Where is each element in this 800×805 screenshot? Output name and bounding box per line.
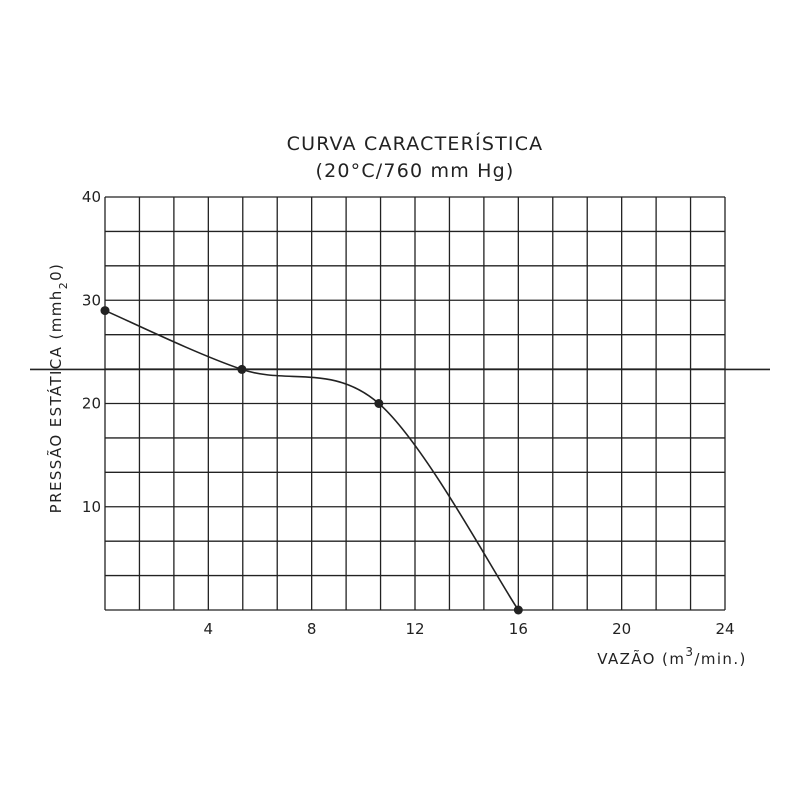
y-axis-label: PRESSÃO ESTÁTICA (mmh20) <box>46 263 70 514</box>
x-tick-label: 12 <box>405 620 424 638</box>
y-tick-label: 30 <box>82 291 101 309</box>
data-point <box>374 399 384 408</box>
data-point <box>513 605 523 615</box>
data-point <box>237 364 247 374</box>
x-tick-label: 16 <box>509 620 528 638</box>
y-axis-label-suffix: 0) <box>47 263 65 281</box>
x-axis-label: VAZÃO (m3/min.) <box>597 645 747 668</box>
y-axis-label-text: PRESSÃO ESTÁTICA (mmh <box>46 289 65 513</box>
chart-subtitle: (20°C/760 mm Hg) <box>315 160 514 182</box>
x-tick-label: 24 <box>715 620 734 638</box>
tick-labels: 4 8 12 16 20 24 10 20 30 40 <box>82 188 735 638</box>
x-tick-label: 4 <box>204 620 214 638</box>
y-tick-label: 20 <box>82 395 101 413</box>
y-tick-label: 40 <box>82 188 101 206</box>
chart-title: CURVA CARACTERÍSTICA <box>287 132 544 155</box>
series-line <box>104 309 519 611</box>
series-layer <box>100 306 523 615</box>
x-tick-label: 8 <box>307 620 317 638</box>
data-point <box>100 306 110 316</box>
x-axis-label-sup: 3 <box>685 645 694 659</box>
x-axis-label-suffix: /min.) <box>694 650 746 668</box>
y-tick-label: 10 <box>82 498 101 516</box>
y-axis-label-sub: 2 <box>57 281 70 289</box>
grid <box>30 196 770 611</box>
x-tick-label: 20 <box>612 620 631 638</box>
x-axis-label-text: VAZÃO (m <box>597 649 685 668</box>
